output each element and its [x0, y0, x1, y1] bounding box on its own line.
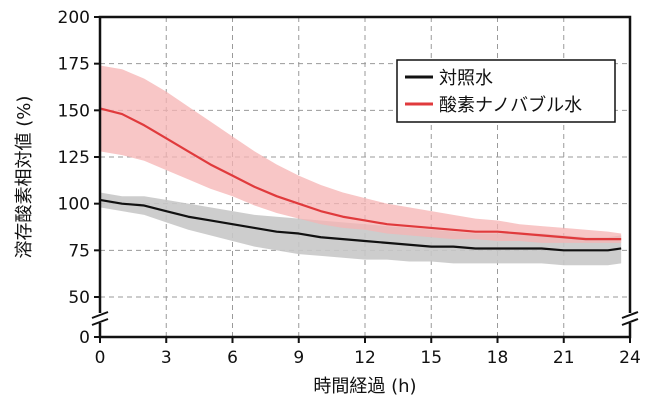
series-lines [99, 107, 622, 252]
x-tick-label: 9 [293, 348, 304, 368]
x-axis-label: 時間経過 (h) [313, 376, 416, 397]
axis-break-gap [91, 313, 109, 323]
x-tick-label: 18 [487, 348, 509, 368]
y-axis-ticks: 0 50 75 100 125 150 175 200 [58, 8, 100, 348]
x-tick-label: 24 [619, 348, 641, 368]
series-band-2 [100, 65, 622, 243]
y-tick-label: 50 [68, 288, 90, 308]
y-tick-label: 200 [58, 8, 90, 28]
y-tick-label: 125 [58, 148, 90, 168]
legend-label-1: 対照水 [439, 68, 493, 89]
series-line-2 [99, 107, 622, 241]
x-tick-label: 3 [161, 348, 172, 368]
axis-break-slash [621, 311, 639, 319]
x-tick-label: 6 [227, 348, 238, 368]
confidence-bands [100, 65, 622, 266]
y-tick-label: 0 [79, 328, 90, 348]
y-tick-label: 150 [58, 101, 90, 121]
x-tick-label: 12 [354, 348, 376, 368]
legend-box [396, 59, 616, 123]
axis-break-gap [621, 313, 639, 323]
series-line-1 [99, 198, 622, 252]
x-axis-ticks: 0 3 6 9 12 15 18 21 24 [95, 337, 641, 368]
y-tick-label: 75 [68, 241, 90, 261]
y-tick-label: 175 [58, 55, 90, 75]
y-axis-label: 溶存酸素相対値 (%) [14, 96, 35, 259]
y-tick-label: 100 [58, 195, 90, 215]
x-tick-label: 0 [95, 348, 106, 368]
legend-label-2: 酸素ナノバブル水 [439, 94, 582, 116]
axis-break-slash [91, 311, 109, 319]
axis-break-slash [621, 318, 639, 326]
axis-break-slash [91, 318, 109, 326]
x-tick-label: 15 [420, 348, 442, 368]
axis-break-marks [91, 311, 639, 326]
x-tick-label: 21 [553, 348, 575, 368]
